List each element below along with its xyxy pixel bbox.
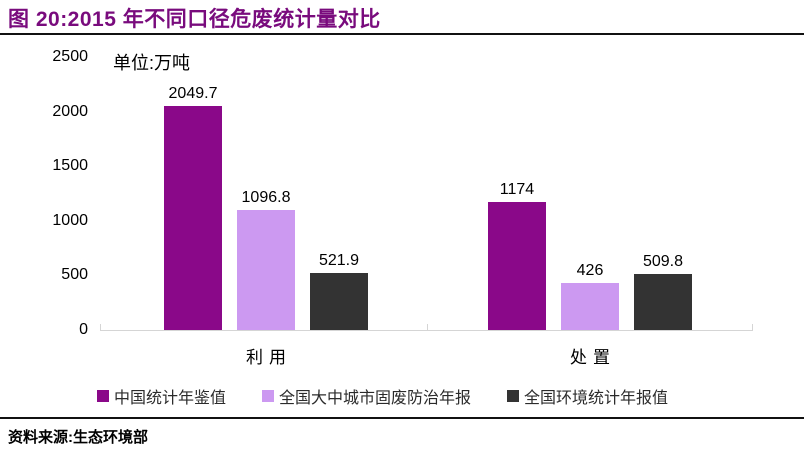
bar <box>488 201 546 330</box>
data-label: 2049.7 <box>168 85 218 103</box>
unit-label: 单位:万吨 <box>113 53 191 73</box>
legend-label: 中国统计年鉴值 <box>114 390 227 407</box>
y-tick-label: 500 <box>61 266 88 284</box>
axis-tick <box>100 324 101 330</box>
legend-item: 中国统计年鉴值 <box>97 384 226 408</box>
data-label: 1096.8 <box>241 189 291 207</box>
bar-group: 1174 426 509.8 <box>488 57 692 330</box>
figure-title: 图 20:2015 年不同口径危废统计量对比 <box>8 8 381 31</box>
legend-item: 全国环境统计年报值 <box>507 384 668 408</box>
source-divider <box>0 417 804 419</box>
title-divider <box>0 33 804 35</box>
axis-tick <box>426 324 428 330</box>
x-category-label: 处置 <box>570 348 616 367</box>
data-label: 521.9 <box>318 252 360 270</box>
legend-swatch <box>97 390 109 402</box>
bar <box>634 274 692 330</box>
y-tick-label: 1500 <box>52 157 88 175</box>
bar-group: 2049.7 1096.8 521.9 <box>164 57 368 330</box>
data-label: 1174 <box>499 180 535 198</box>
legend-swatch <box>262 390 275 402</box>
bar-column: 1096.8 <box>237 57 295 330</box>
source-label: 资料来源:生态环境部 <box>8 429 148 446</box>
legend-swatch <box>507 390 520 402</box>
y-tick-label: 2000 <box>52 102 88 120</box>
legend: 中国统计年鉴值 全国大中城市固废防治年报 全国环境统计年报值 <box>97 384 668 408</box>
bar-column: 2049.7 <box>164 57 222 330</box>
y-tick-label: 0 <box>79 321 88 338</box>
bar <box>164 106 222 330</box>
y-tick-label: 1000 <box>52 211 88 229</box>
plot-area: 2049.7 1096.8 521.9 1174 426 509.8 <box>100 57 753 331</box>
bar <box>561 283 619 330</box>
y-tick-label: 2500 <box>52 48 88 65</box>
bar <box>310 273 368 330</box>
bar <box>237 210 295 330</box>
legend-item: 全国大中城市固废防治年报 <box>262 384 471 408</box>
bar-column: 521.9 <box>310 57 368 330</box>
legend-label: 全国大中城市固废防治年报 <box>279 390 472 407</box>
bar-column: 426 <box>561 57 619 330</box>
bar-column: 509.8 <box>634 57 692 330</box>
legend-label: 全国环境统计年报值 <box>524 390 669 407</box>
x-category-label: 利用 <box>246 348 292 367</box>
data-label: 509.8 <box>642 253 684 271</box>
axis-tick <box>752 324 753 330</box>
data-label: 426 <box>576 262 604 280</box>
bar-column: 1174 <box>488 57 546 330</box>
